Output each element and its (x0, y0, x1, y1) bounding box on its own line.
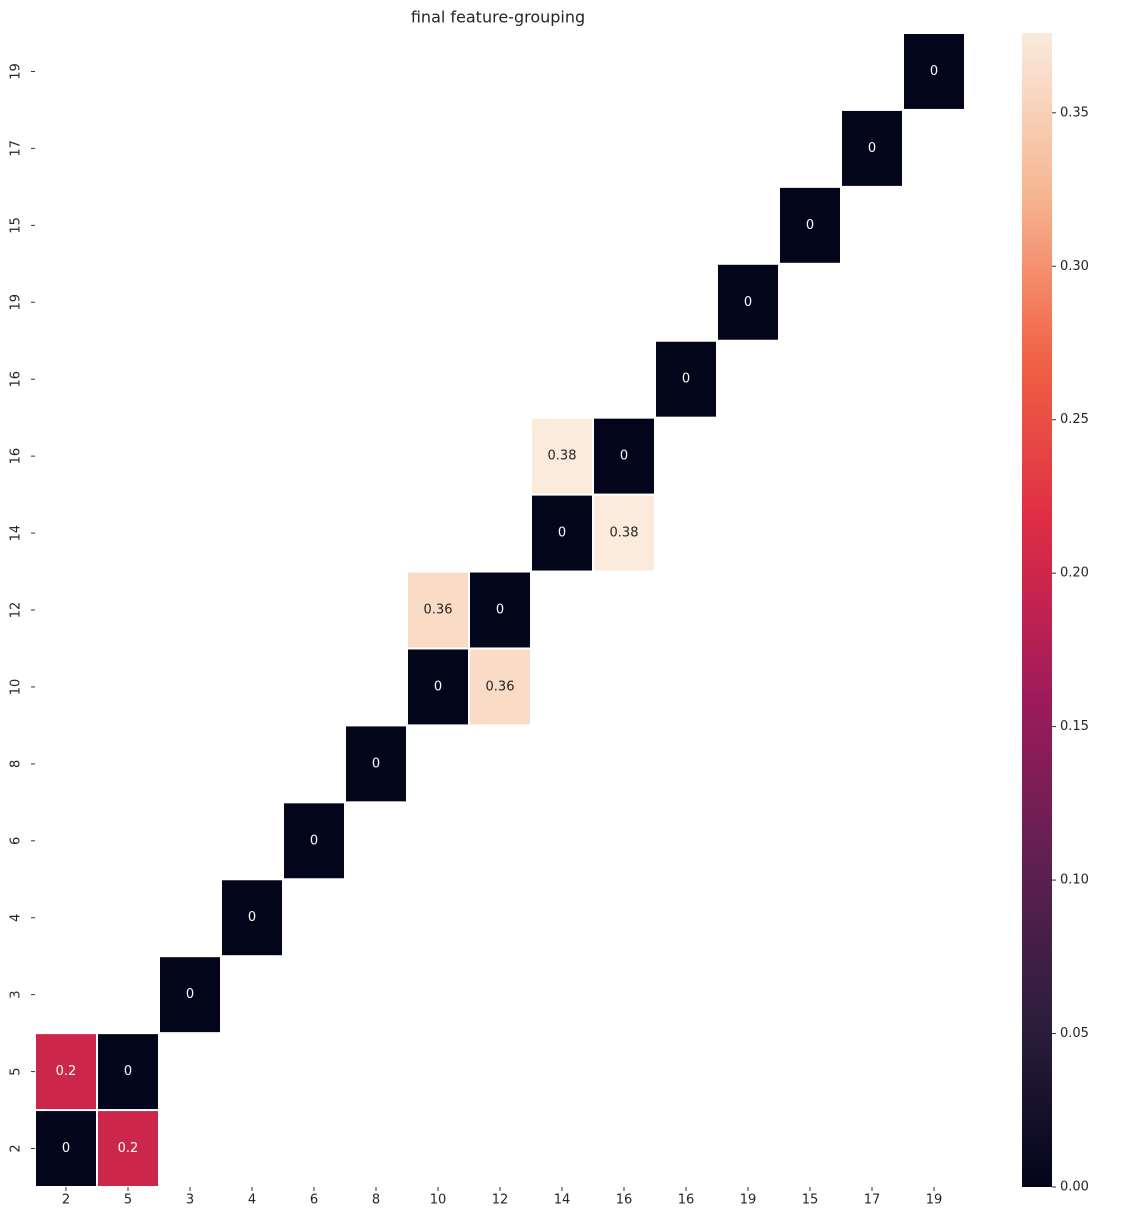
heatmap-cell (780, 187, 840, 263)
heatmap-cell (470, 572, 530, 648)
x-tick-label: 16 (678, 1193, 695, 1208)
heatmap-cell (98, 1111, 158, 1186)
heatmap-cell (36, 1111, 96, 1186)
heatmap-cell (470, 649, 530, 725)
x-tick-label: 6 (310, 1193, 318, 1208)
colorbar-tick-label: 0.35 (1060, 105, 1089, 120)
heatmap-cell (408, 649, 468, 725)
y-tick-label: 8 (9, 760, 24, 768)
heatmap-cell (904, 34, 964, 109)
cell-label: 0.36 (486, 679, 515, 694)
heatmap-cell (594, 418, 654, 494)
x-tick-label: 8 (372, 1193, 380, 1208)
heatmap-cell (346, 726, 406, 802)
heatmap-cell (160, 957, 220, 1033)
cell-label: 0 (186, 987, 194, 1002)
cell-label: 0.2 (118, 1141, 139, 1156)
y-tick-label: 19 (9, 294, 24, 311)
y-tick-label: 2 (9, 1144, 24, 1152)
cell-label: 0 (558, 526, 566, 541)
cell-label: 0 (310, 833, 318, 848)
y-tick-label: 15 (9, 217, 24, 234)
y-tick-label: 10 (9, 679, 24, 696)
cell-label: 0 (124, 1064, 132, 1079)
cell-label: 0 (620, 449, 628, 464)
heatmap-cell (284, 803, 344, 879)
colorbar-tick-label: 0.20 (1060, 566, 1089, 581)
y-tick-label: 14 (9, 525, 24, 542)
cell-label: 0 (930, 64, 938, 79)
x-tick-label: 19 (740, 1193, 757, 1208)
x-tick-label: 14 (554, 1193, 571, 1208)
cell-label: 0 (868, 141, 876, 156)
cell-label: 0 (682, 372, 690, 387)
cell-label: 0.38 (610, 526, 639, 541)
cell-label: 0.2 (56, 1064, 77, 1079)
colorbar-tick-label: 0.00 (1060, 1180, 1089, 1195)
heatmap-cell (222, 880, 282, 956)
x-tick-label: 16 (616, 1193, 633, 1208)
heatmap-cell (532, 418, 592, 494)
y-tick-label: 16 (9, 448, 24, 465)
heatmap-cell (36, 1034, 96, 1110)
x-tick-label: 10 (430, 1193, 447, 1208)
heatmap-cell (98, 1034, 158, 1110)
heatmap-cell (842, 110, 902, 186)
y-tick-label: 4 (9, 914, 24, 922)
colorbar-tick-label: 0.15 (1060, 719, 1089, 734)
cell-label: 0 (434, 679, 442, 694)
heatmap-cell (656, 341, 716, 417)
cell-label: 0 (744, 295, 752, 310)
heatmap-cell (532, 495, 592, 571)
x-tick-label: 2 (62, 1193, 70, 1208)
colorbar-tick-label: 0.25 (1060, 412, 1089, 427)
colorbar (1022, 33, 1052, 1187)
heatmap-cell (594, 495, 654, 571)
colorbar-tick-label: 0.10 (1060, 873, 1089, 888)
cell-label: 0.36 (424, 603, 453, 618)
x-tick-label: 19 (926, 1193, 943, 1208)
y-tick-label: 19 (9, 63, 24, 80)
y-tick-label: 17 (9, 140, 24, 157)
cell-label: 0 (62, 1141, 70, 1156)
x-tick-label: 17 (864, 1193, 881, 1208)
y-tick-label: 3 (9, 991, 24, 999)
cell-label: 0 (496, 603, 504, 618)
cell-label: 0 (806, 218, 814, 233)
cell-label: 0 (372, 756, 380, 771)
heatmap-cell (408, 572, 468, 648)
y-tick-label: 16 (9, 371, 24, 388)
y-tick-label: 5 (9, 1067, 24, 1075)
x-tick-label: 3 (186, 1193, 194, 1208)
x-tick-label: 12 (492, 1193, 509, 1208)
y-tick-label: 12 (9, 602, 24, 619)
x-tick-label: 15 (802, 1193, 819, 1208)
chart-title: final feature-grouping (411, 8, 585, 27)
x-tick-label: 4 (248, 1193, 256, 1208)
heatmap-cell (718, 264, 778, 340)
colorbar-tick-label: 0.30 (1060, 259, 1089, 274)
cell-label: 0.38 (548, 449, 577, 464)
cell-label: 0 (248, 910, 256, 925)
colorbar-tick-label: 0.05 (1060, 1026, 1089, 1041)
y-tick-label: 6 (9, 837, 24, 845)
x-tick-label: 5 (124, 1193, 132, 1208)
